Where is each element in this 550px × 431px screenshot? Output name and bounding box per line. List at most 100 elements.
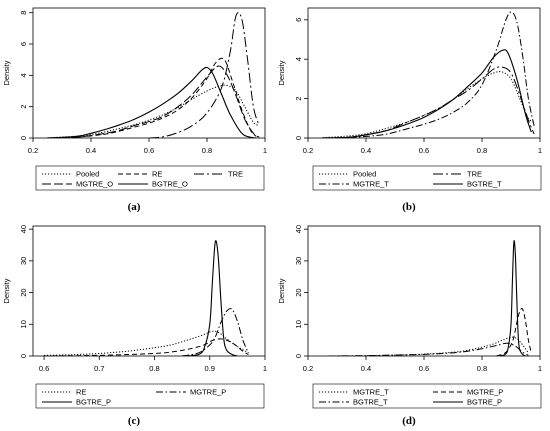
legend-item: MGTRE_P (433, 388, 503, 397)
legend-label: BGTRE_T (353, 398, 388, 407)
y-axis-title: Density (277, 60, 286, 85)
legend-item: RE (118, 170, 162, 179)
legend-box (312, 165, 542, 191)
series-line-pooled (47, 84, 260, 138)
legend-item: MGTRE_P (156, 388, 226, 397)
legend-label: Pooled (353, 170, 376, 179)
series-line-bgtre-t (328, 342, 529, 356)
plot-area (32, 7, 266, 139)
y-tick-label: 20 (19, 288, 28, 296)
legend-label: BGTRE_P (76, 398, 111, 407)
series-line-unlabeled (44, 338, 249, 356)
legend-item: Pooled (319, 170, 376, 179)
chart-panel-a: 0.2 0.4 0.6 0.8 1 0 2 4 6 8 Density Pooled RE TRE MGTR… (2, 7, 267, 213)
x-tick-label: 0.4 (361, 146, 371, 155)
series-line-tre (322, 66, 535, 138)
series-line-mgtre-t (328, 336, 529, 356)
y-tick-label: 30 (294, 257, 303, 265)
legend-label: MGTRE_P (190, 388, 226, 397)
y-tick-label: 0 (294, 136, 303, 140)
series-line-mgtre-t (322, 11, 535, 138)
x-tick-label: 0.2 (303, 146, 313, 155)
x-tick-label: 0.6 (419, 364, 429, 373)
x-tick-label: 1 (538, 146, 542, 155)
legend-box (312, 383, 542, 409)
legend-label: MGTRE_P (467, 388, 503, 397)
x-tick-label: 0.6 (419, 146, 429, 155)
plot-area (307, 225, 541, 357)
y-tick-label: 30 (19, 257, 28, 265)
legend-label: BGTRE_P (467, 398, 502, 407)
y-tick-label: 6 (19, 42, 28, 46)
x-tick-label: 0.9 (205, 364, 215, 373)
x-tick-label: 0.8 (477, 146, 487, 155)
x-tick-label: 0.8 (202, 146, 212, 155)
legend-item: BGTRE_O (118, 180, 188, 189)
y-tick-label: 0 (19, 354, 28, 358)
panel-label: (b) (402, 201, 416, 213)
legend-item: TRE (433, 170, 482, 179)
chart-panel-b: 0.2 0.4 0.6 0.8 1 0 2 4 6 Density Pooled TRE MGTRE_T… (277, 7, 542, 213)
legend-item: TRE (194, 170, 243, 179)
series-line-mgtre-p (496, 307, 532, 356)
y-tick-label: 4 (294, 57, 303, 61)
y-tick-label: 2 (294, 97, 303, 101)
legend-label: BGTRE_T (467, 180, 502, 189)
y-tick-label: 0 (294, 354, 303, 358)
x-tick-label: 0.7 (94, 364, 104, 373)
x-tick-label: 0.2 (303, 364, 313, 373)
legend-label: Pooled (76, 170, 99, 179)
y-tick-label: 8 (19, 11, 28, 15)
legend-item: MGTRE_T (319, 388, 389, 397)
y-tick-label: 6 (294, 18, 303, 22)
legend-label: RE (76, 388, 86, 397)
x-tick-label: 1 (538, 364, 542, 373)
series-line-mgtre-o (47, 65, 260, 138)
panel-label: (a) (128, 201, 141, 213)
panel-label: (c) (128, 415, 141, 427)
legend: Pooled RE TRE MGTRE_O BGTRE_O (35, 165, 265, 191)
legend-label: MGTRE_T (353, 388, 389, 397)
x-tick-label: 1 (263, 146, 267, 155)
series-line-bgtre-t (322, 49, 532, 138)
y-tick-label: 0 (19, 136, 28, 140)
legend-item: BGTRE_P (42, 398, 111, 407)
legend: Pooled TRE MGTRE_T BGTRE_T (312, 165, 542, 191)
legend-label: BGTRE_O (152, 180, 188, 189)
y-axis-title: Density (277, 278, 286, 303)
series-line-bgtre-o (47, 66, 257, 138)
y-tick-label: 10 (19, 320, 28, 328)
y-axis-title: Density (2, 278, 11, 303)
legend-label: TRE (228, 170, 243, 179)
legend-item: MGTRE_T (319, 180, 389, 189)
x-tick-label: 0.4 (86, 146, 96, 155)
x-tick-label: 0.8 (477, 364, 487, 373)
legend-item: BGTRE_T (433, 180, 502, 189)
legend-label: MGTRE_T (353, 180, 389, 189)
panel-label: (d) (402, 415, 416, 427)
y-tick-label: 40 (19, 225, 28, 233)
legend-item: BGTRE_T (319, 398, 388, 407)
legend: RE MGTRE_P BGTRE_P (35, 383, 265, 409)
legend-item: BGTRE_P (433, 398, 502, 407)
y-tick-label: 2 (19, 105, 28, 109)
y-tick-label: 20 (294, 288, 303, 296)
series-line-bgtre-p (499, 240, 526, 356)
legend-item: MGTRE_O (42, 180, 113, 189)
x-tick-label: 0.4 (361, 364, 371, 373)
legend-label: RE (152, 170, 162, 179)
plot-area (32, 225, 266, 357)
x-tick-label: 0.6 (39, 364, 49, 373)
y-axis-title: Density (2, 60, 11, 85)
legend: MGTRE_T MGTRE_P BGTRE_T BGTRE_P (312, 383, 542, 409)
legend-label: MGTRE_O (76, 180, 113, 189)
series-line-mgtre-p (182, 307, 249, 356)
legend-item: Pooled (42, 170, 99, 179)
x-tick-label: 0.2 (28, 146, 38, 155)
legend-item: RE (42, 388, 86, 397)
series-line-re (47, 57, 257, 138)
y-tick-label: 40 (294, 225, 303, 233)
series-line-re (44, 330, 249, 356)
